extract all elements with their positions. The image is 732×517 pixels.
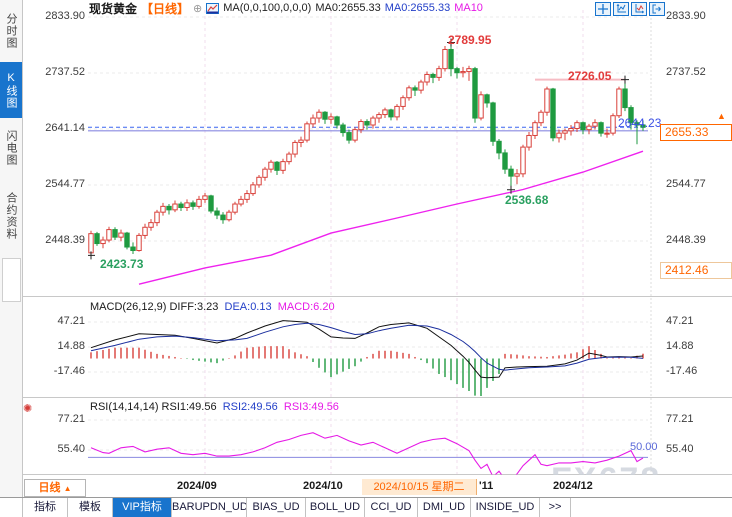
rsi-axis-label: 55.40 — [57, 443, 85, 455]
price-axis-label: 2448.39 — [45, 233, 85, 246]
rsi-name: RSI(14,14,14) — [90, 401, 159, 413]
macd-value: MACD:6.20 — [277, 301, 335, 313]
rsi2-value: RSI2:49.56 — [222, 401, 278, 413]
start-low-annotation: 2423.73 — [100, 257, 144, 271]
month-label-sep: 2024/09 — [177, 480, 217, 492]
price-axis-label: 2641.14 — [45, 122, 85, 134]
indicator-tab-bar: 指标 模板 VIP指标 BARUPDN_UD BIAS_UD BOLL_UD CCI_UD D… — [0, 497, 732, 517]
price-axis-label: 2833.90 — [666, 10, 706, 22]
macd-axis-label: 14.88 — [666, 340, 694, 352]
tab-bar-spacer — [0, 498, 23, 517]
price-axis-label: 2448.39 — [666, 233, 706, 246]
sidebar-empty-slot — [2, 258, 21, 302]
ma0-value-primary: MA0:2655.33 — [315, 2, 381, 14]
rsi-header: RSI(14,14,14) RSI1:49.56 RSI2:49.56 RSI3… — [90, 401, 339, 413]
period-tag: 【日线】 — [141, 1, 190, 16]
price-axis-label: 2544.77 — [666, 177, 706, 190]
chart-type-sidebar: 分时图 K线图闪电图合约资料 — [0, 0, 23, 497]
macd-dea-value: DEA:0.13 — [224, 301, 272, 313]
sidebar-item-1[interactable]: 分时图 — [5, 13, 17, 49]
chart-toolbar — [595, 2, 665, 16]
macd-axis-label: 47.21 — [57, 315, 85, 327]
gridlines — [88, 10, 652, 474]
tab-inside_ud[interactable]: INSIDE_UD — [471, 498, 540, 517]
tab-dmi_ud[interactable]: DMI_UD — [418, 498, 471, 517]
macd-axis-label: -17.46 — [666, 365, 698, 377]
macd-axis-label: 14.88 — [57, 340, 85, 352]
tab-barupdn_ud[interactable]: BARUPDN_UD — [172, 498, 247, 517]
ma0-value-secondary: MA0:2655.33 — [384, 2, 451, 14]
peak-high-annotation: 2789.95 — [448, 33, 492, 47]
rsi1-value: RSI1:49.56 — [161, 401, 217, 413]
extremum-markers — [88, 38, 629, 260]
rsi3-value: RSI3:49.56 — [283, 401, 339, 413]
sidebar-item-4[interactable]: 合约资料 — [5, 192, 17, 240]
month-label-oct: 2024/10 — [303, 480, 343, 492]
close-price-box: 2655.33 — [660, 124, 732, 141]
rsi-axis-label: 77.21 — [57, 413, 85, 425]
tab-vip指标[interactable]: VIP指标 — [113, 498, 172, 517]
macd-axis-label: 47.21 — [666, 315, 694, 327]
macd-diff-value: DIFF:3.23 — [169, 301, 219, 313]
period-label: 日线 — [38, 482, 61, 494]
month-label-dec: 2024/12 — [553, 480, 593, 492]
period-selector-box[interactable]: 日线 ▲ — [24, 479, 86, 497]
ma10-label: MA10 — [454, 2, 483, 14]
tab-bias_ud[interactable]: BIAS_UD — [247, 498, 306, 517]
candlestick-series — [88, 42, 646, 256]
tab-cci_ud[interactable]: CCI_UD — [365, 498, 418, 517]
chart-header: 现货黄金 【日线】 ⊕ MA(0,0,100,0,0,0) MA0:2655.33… — [89, 1, 483, 16]
price-up-arrow-icon: ▲ — [717, 111, 726, 121]
macd-axis-label: -17.46 — [53, 365, 85, 377]
macd-header: MACD(26,12,9) DIFF:3.23 DEA:0.13 MACD:6.… — [90, 301, 335, 313]
rsi-axis-label: 55.40 — [666, 443, 694, 455]
add-indicator-icon[interactable]: ⊕ — [193, 2, 203, 15]
rsi-50-reference-label: 50.00 — [630, 441, 658, 453]
axis-zoom-out-icon[interactable] — [613, 2, 629, 16]
price-axis-label: 2544.77 — [45, 177, 85, 190]
swing-high-annotation: 2726.05 — [568, 69, 612, 83]
macd-panel — [90, 320, 644, 396]
sidebar-item-3[interactable]: 闪电图 — [5, 130, 17, 166]
exit-chart-icon[interactable] — [649, 2, 665, 16]
axis-zoom-in-icon[interactable] — [631, 2, 647, 16]
price-axis-label: 2833.90 — [45, 10, 85, 22]
indicator-settings-icon[interactable]: ✺ — [23, 403, 33, 415]
ma-settings-label: MA(0,0,100,0,0,0) — [223, 2, 312, 14]
date-crosshair-tooltip: 2024/10/15 星期二 — [362, 479, 477, 495]
date-axis-row: 日线 ▲ 2024/09 2024/10 2024/10/15 星期二 '11 … — [0, 475, 732, 497]
month-label-nov-partial: '11 — [479, 480, 494, 492]
tab->>[interactable]: >> — [540, 498, 571, 517]
symbol-name: 现货黄金 — [89, 1, 138, 16]
swing-low-annotation: 2536.68 — [505, 193, 549, 207]
tab-指标[interactable]: 指标 — [23, 498, 68, 517]
macd-name: MACD(26,12,9) — [90, 301, 167, 313]
price-axis-label: 2737.52 — [45, 66, 85, 78]
price-axis-label: 2737.52 — [666, 66, 706, 78]
rsi-axis-label: 77.21 — [666, 413, 694, 425]
rsi-panel — [88, 432, 648, 475]
chart-mini-icon — [206, 2, 220, 14]
price-panel — [88, 38, 648, 285]
period-arrow-icon: ▲ — [63, 484, 72, 493]
tab-模板[interactable]: 模板 — [68, 498, 113, 517]
low-reference-box: 2412.46 — [660, 262, 732, 279]
sidebar-item-2[interactable]: K线图 — [0, 62, 22, 118]
crosshair-icon[interactable] — [595, 2, 611, 16]
tab-boll_ud[interactable]: BOLL_UD — [306, 498, 365, 517]
last-price-label: 2644.23 — [618, 116, 662, 130]
